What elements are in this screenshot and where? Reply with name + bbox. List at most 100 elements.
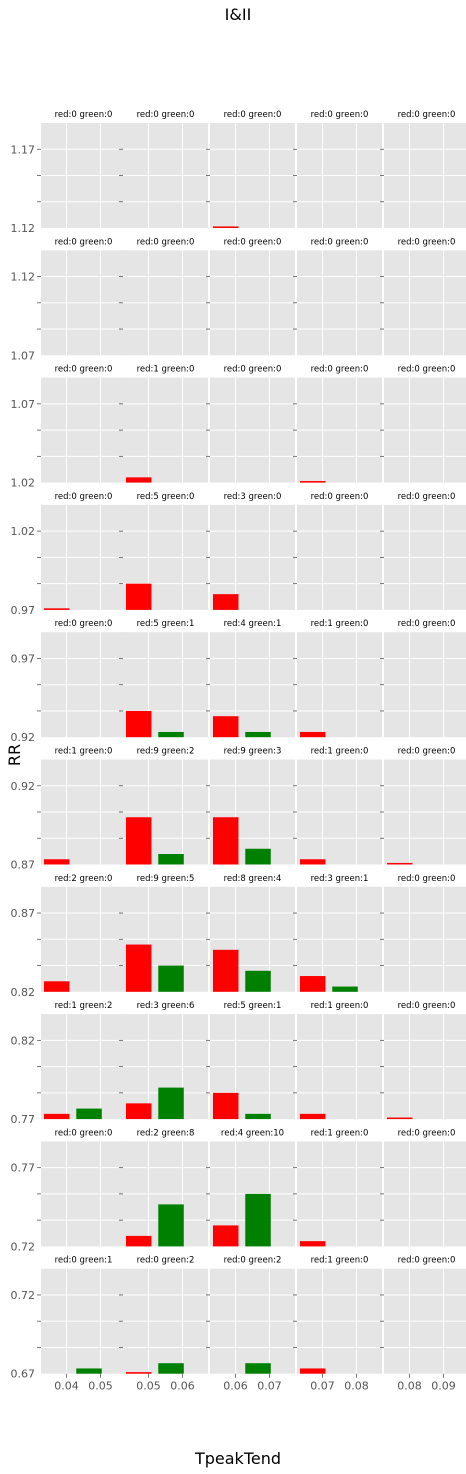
red-bar [212,716,239,738]
green-bar [158,965,184,992]
panel-title: red:1 green:2 [55,1001,113,1011]
red-bar [299,1368,326,1374]
panel-title: red:3 green:0 [224,492,282,502]
red-bar [386,862,413,865]
green-bar [245,1113,271,1120]
panel-title: red:0 green:0 [311,110,369,120]
panel-title: red:0 green:0 [398,110,456,120]
y-tick-label: 0.92 [11,780,36,793]
panel-title: red:0 green:2 [224,1256,282,1266]
red-bar [125,944,152,992]
red-bar [43,859,70,865]
panel-title: red:1 green:0 [311,1128,369,1138]
x-tick-label: 0.07 [257,1380,282,1393]
green-bar [245,1193,271,1247]
panel-title: red:1 green:0 [311,747,369,757]
panel-title: red:3 green:1 [311,874,369,884]
panel-title: red:1 green:0 [311,1256,369,1266]
panel-title: red:0 green:1 [55,1256,113,1266]
x-tick-label: 0.08 [397,1380,422,1393]
panel-title: red:0 green:0 [137,110,195,120]
red-bar [212,1225,239,1247]
green-bar [158,1363,184,1374]
panel-title: red:4 green:1 [224,619,282,629]
panel-title: red:1 green:0 [55,747,113,757]
x-axis-label: TpeakTend [194,1449,281,1468]
y-tick-label: 0.82 [11,1034,36,1047]
y-tick-label: 1.12 [11,222,36,235]
panel-title: red:0 green:0 [55,619,113,629]
panel-title: red:9 green:3 [224,747,282,757]
green-bar [245,731,271,738]
green-bar [158,854,184,865]
panel-title: red:0 green:0 [55,110,113,120]
panel-grid: red:0 green:0 red:0 green:0 red:0 green:0 r… [11,110,466,1393]
y-tick-label: 1.12 [11,271,36,284]
panel-title: red:5 green:0 [137,492,195,502]
x-tick-label: 0.04 [54,1380,79,1393]
panel-title: red:0 green:0 [398,365,456,375]
x-tick-label: 0.07 [310,1380,335,1393]
green-bar [245,848,271,865]
figure-title: I&II [225,5,252,24]
y-tick-label: 0.77 [11,1162,36,1175]
red-bar [212,226,239,228]
x-tick-label: 0.08 [344,1380,369,1393]
red-bar [212,817,239,865]
y-axis-label: RR [5,744,24,766]
y-tick-label: 1.07 [11,398,36,411]
red-bar [125,710,152,738]
y-tick-label: 1.02 [11,477,36,490]
green-bar [245,970,271,992]
red-bar [125,817,152,865]
panel-title: red:1 green:0 [311,1001,369,1011]
panel-title: red:0 green:0 [311,492,369,502]
y-tick-label: 0.97 [11,604,36,617]
panel-title: red:0 green:0 [398,492,456,502]
panel-title: red:0 green:0 [311,365,369,375]
panel-title: red:0 green:0 [55,237,113,247]
panel-title: red:1 green:0 [311,619,369,629]
y-tick-label: 0.82 [11,986,36,999]
red-bar [212,594,239,610]
panel-title: red:0 green:0 [398,747,456,757]
panel-title: red:0 green:0 [398,1128,456,1138]
panel-title: red:5 green:1 [224,1001,282,1011]
panel-title: red:0 green:0 [224,237,282,247]
red-bar [299,1241,326,1247]
panel-title: red:5 green:1 [137,619,195,629]
panel-title: red:0 green:2 [137,1256,195,1266]
red-bar [386,1117,413,1120]
y-tick-label: 1.17 [11,143,36,156]
panel-title: red:0 green:0 [55,1128,113,1138]
panel-title: red:2 green:0 [55,874,113,884]
red-bar [43,608,70,610]
red-bar [299,481,326,483]
green-bar [76,1368,102,1374]
panel-title: red:0 green:0 [398,874,456,884]
x-tick-label: 0.09 [431,1380,456,1393]
red-bar [43,981,70,992]
red-bar [125,1103,152,1120]
red-bar [299,859,326,865]
panel-title: red:0 green:0 [224,110,282,120]
x-tick-label: 0.06 [170,1380,195,1393]
panel-title: red:0 green:0 [224,365,282,375]
panel-title: red:0 green:0 [398,1256,456,1266]
green-bar [158,1204,184,1247]
x-tick-label: 0.05 [136,1380,161,1393]
panel-title: red:9 green:2 [137,747,195,757]
red-bar [125,1235,152,1247]
y-tick-label: 0.92 [11,731,36,744]
red-bar [299,976,326,992]
panel-title: red:9 green:5 [137,874,195,884]
y-tick-label: 1.07 [11,349,36,362]
red-bar [299,1113,326,1120]
green-bar [158,731,184,738]
panel-title: red:8 green:4 [224,874,282,884]
panel-title: red:0 green:0 [137,237,195,247]
panel-title: red:1 green:0 [137,365,195,375]
panel-title: red:0 green:0 [55,365,113,375]
y-tick-label: 1.02 [11,525,36,538]
panel-title: red:0 green:0 [398,619,456,629]
